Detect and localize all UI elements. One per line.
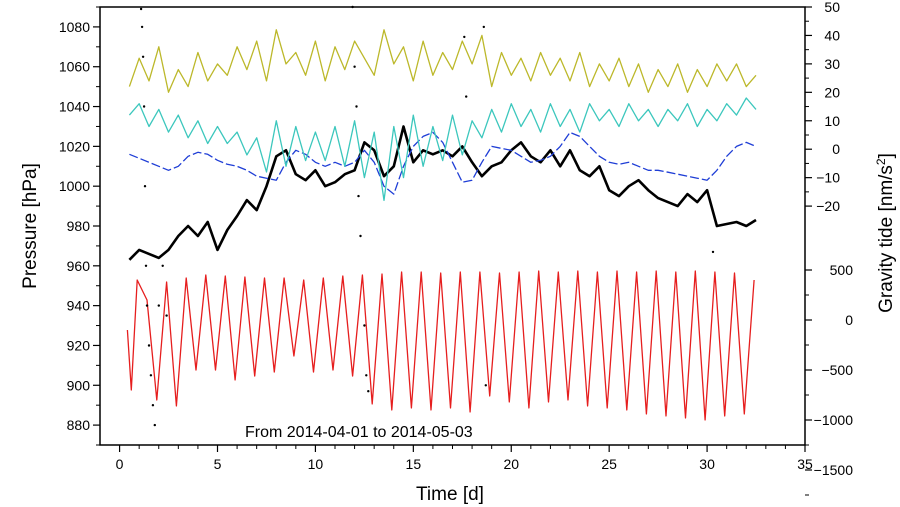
spike-point xyxy=(140,25,144,29)
spike-point xyxy=(355,105,358,108)
spike-point xyxy=(484,384,487,387)
plot-layer xyxy=(126,5,757,427)
chart-annotation: From 2014-04-01 to 2014-05-03 xyxy=(245,424,473,441)
y-axis-right-title-main: Gravity tide [nm/s xyxy=(876,165,897,313)
y-right-lower-tick-label: 500 xyxy=(830,262,854,278)
y-right-upper-tick-label: 0 xyxy=(832,141,840,157)
spike-point xyxy=(711,250,715,254)
y-axis-right-title-end: ] xyxy=(876,153,897,158)
y-axis-left-title: Pressure [hPa] xyxy=(20,163,41,289)
x-tick-label: 20 xyxy=(503,456,519,472)
y-right-lower-tick-label: −1500 xyxy=(814,462,854,478)
x-tick-label: 35 xyxy=(797,456,813,472)
series-line-pressure xyxy=(128,125,757,261)
x-tick-label: 0 xyxy=(116,456,124,472)
spike-point xyxy=(482,25,485,29)
y-left-tick-label: 1040 xyxy=(59,99,90,115)
spike-point xyxy=(139,7,143,11)
spike-point xyxy=(141,55,145,58)
y-left-tick-label: 980 xyxy=(67,218,91,234)
spike-point xyxy=(463,35,466,39)
spike-point xyxy=(353,65,356,68)
spike-point xyxy=(145,304,149,307)
series-line-gravity-tide-cyan- xyxy=(128,97,757,202)
spike-point xyxy=(363,324,366,327)
y-right-lower-tick-label: −500 xyxy=(821,362,853,378)
y-right-upper-tick-label: 20 xyxy=(824,84,840,100)
spike-point xyxy=(143,185,147,188)
y-left-tick-label: 1080 xyxy=(59,19,90,35)
x-tick-label: 5 xyxy=(214,456,222,472)
y-left-tick-label: 1060 xyxy=(59,59,90,75)
y-left-tick-label: 1000 xyxy=(59,178,90,194)
y-right-upper-tick-label: 10 xyxy=(824,113,840,129)
spike-point xyxy=(365,374,368,377)
axes-layer: 0 5 10 15 20 25 30 3588090092094096098010001020… xyxy=(59,0,854,496)
spike-point xyxy=(359,234,362,238)
spike-point xyxy=(357,194,360,198)
y-left-tick-label: 1020 xyxy=(59,138,90,154)
spike-point xyxy=(367,390,370,393)
y-right-upper-tick-label: 50 xyxy=(824,0,840,15)
y-left-tick-label: 940 xyxy=(67,298,91,314)
y-left-tick-label: 900 xyxy=(67,377,91,393)
series-line-model-pressure xyxy=(129,131,757,195)
spike-point xyxy=(142,105,146,108)
y-left-tick-label: 960 xyxy=(67,258,91,274)
spike-point xyxy=(161,264,164,267)
y-axis-right-title-sup: 2 xyxy=(874,158,888,165)
x-tick-label: 30 xyxy=(699,456,715,472)
spike-point xyxy=(165,314,168,317)
y-right-upper-tick-label: 40 xyxy=(824,27,840,43)
y-right-lower-tick-label: −1000 xyxy=(814,412,854,428)
x-tick-label: 10 xyxy=(308,456,324,472)
y-right-lower-tick-label: 0 xyxy=(845,312,853,328)
y-right-upper-tick-label: −10 xyxy=(816,170,840,186)
y-left-tick-label: 880 xyxy=(67,417,91,433)
y-right-upper-tick-label: −20 xyxy=(816,198,840,214)
spike-point xyxy=(151,404,155,407)
spike-point xyxy=(157,304,160,307)
spike-point xyxy=(149,374,153,377)
y-axis-right-title: Gravity tide [nm/s2] xyxy=(874,153,897,313)
y-left-tick-label: 920 xyxy=(67,337,91,353)
x-axis-title: Time [d] xyxy=(416,484,484,505)
spike-point xyxy=(465,95,468,98)
x-tick-label: 15 xyxy=(406,456,422,472)
spike-point xyxy=(153,423,156,427)
series-line-gravity-tide-red- xyxy=(126,270,755,421)
y-right-upper-tick-label: 30 xyxy=(824,56,840,72)
spike-point xyxy=(147,344,151,347)
spike-point xyxy=(144,264,148,267)
x-tick-label: 25 xyxy=(601,456,617,472)
series-line-gravity-tide-olive- xyxy=(128,29,757,93)
